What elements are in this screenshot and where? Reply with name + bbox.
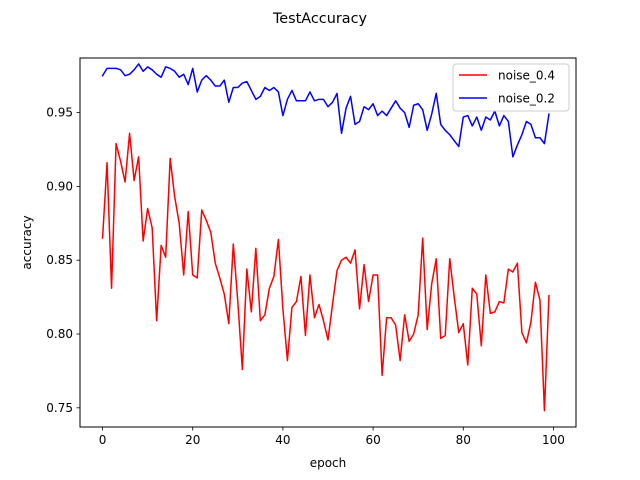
- y-tick-label: 0.85: [46, 253, 73, 267]
- x-tick-label: 20: [185, 433, 200, 447]
- legend-label-0: noise_0.4: [498, 69, 555, 83]
- y-tick-label: 0.90: [46, 179, 73, 193]
- x-tick-label: 0: [99, 433, 107, 447]
- legend-label-1: noise_0.2: [498, 92, 555, 106]
- y-tick-label: 0.80: [46, 327, 73, 341]
- chart-title: TestAccuracy: [272, 11, 368, 27]
- x-tick-label: 100: [542, 433, 565, 447]
- series-line-1: [101, 63, 550, 158]
- y-axis-title: accuracy: [20, 215, 34, 269]
- x-tick-label: 60: [365, 433, 380, 447]
- x-tick-label: 40: [275, 433, 290, 447]
- axes-frame: [79, 57, 577, 428]
- y-tick-label: 0.95: [46, 106, 73, 120]
- x-axis-title: epoch: [310, 456, 347, 470]
- plot-area: [79, 57, 577, 428]
- x-tick-label: 80: [456, 433, 471, 447]
- y-axis-ticks: 0.75 0.80 0.85 0.90 0.95: [46, 106, 80, 415]
- series-line-0: [101, 132, 550, 412]
- y-tick-label: 0.75: [46, 401, 73, 415]
- series-layer: [101, 63, 550, 412]
- legend: noise_0.4 noise_0.2: [452, 63, 570, 112]
- x-axis-ticks: 0 20 40 60 80 100: [99, 427, 565, 447]
